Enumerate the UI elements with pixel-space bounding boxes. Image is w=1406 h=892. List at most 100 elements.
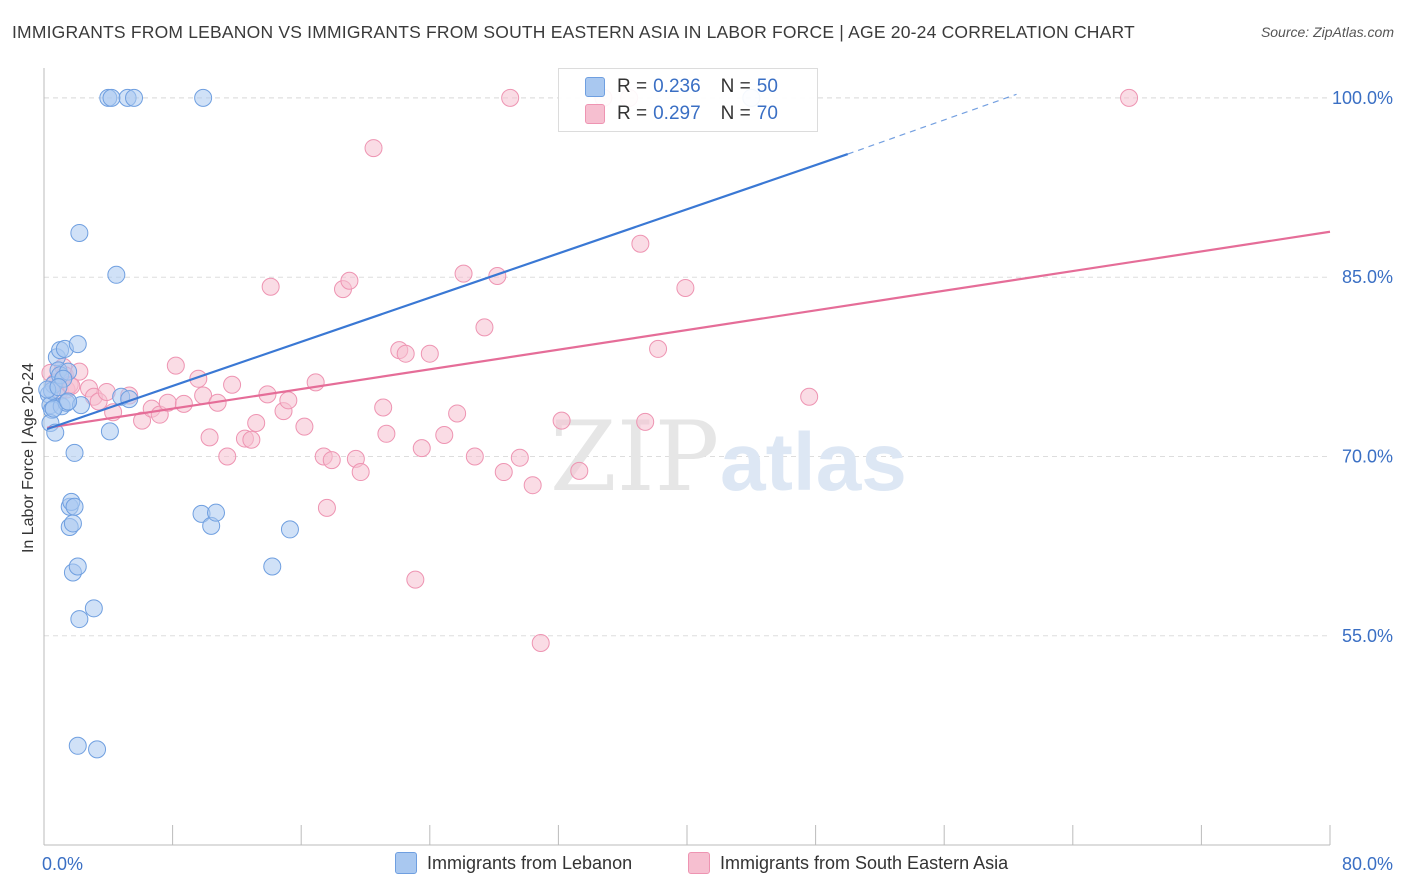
data-point-south-eastern-asia bbox=[396, 344, 415, 363]
data-point-south-eastern-asia bbox=[279, 391, 298, 410]
trend-lines bbox=[46, 93, 1331, 431]
data-point-south-eastern-asia bbox=[247, 414, 266, 433]
data-point-south-eastern-asia bbox=[420, 344, 439, 363]
y-tick-label: 70.0% bbox=[1342, 447, 1393, 467]
data-point-south-eastern-asia bbox=[133, 411, 152, 430]
data-point-south-eastern-asia bbox=[494, 463, 513, 482]
data-point-south-eastern-asia bbox=[1120, 88, 1139, 107]
bottom-legend: Immigrants from Lebanon Immigrants from … bbox=[0, 852, 1406, 878]
data-point-south-eastern-asia bbox=[166, 356, 185, 375]
watermark-zip: ZIP bbox=[550, 401, 719, 513]
data-point-lebanon bbox=[70, 223, 89, 242]
data-point-south-eastern-asia bbox=[531, 633, 550, 652]
chart-title: IMMIGRANTS FROM LEBANON VS IMMIGRANTS FR… bbox=[12, 22, 1135, 42]
data-point-south-eastern-asia bbox=[465, 447, 484, 466]
data-point-lebanon bbox=[63, 514, 82, 533]
data-point-south-eastern-asia bbox=[295, 417, 314, 436]
data-point-south-eastern-asia bbox=[631, 234, 650, 253]
x-tick-label-min: 0.0% bbox=[42, 854, 83, 874]
x-tick-label-max: 80.0% bbox=[1342, 854, 1393, 874]
data-point-south-eastern-asia bbox=[570, 461, 589, 480]
data-point-lebanon bbox=[88, 740, 107, 759]
bottom-legend-label-south-eastern-asia: Immigrants from South Eastern Asia bbox=[720, 852, 1009, 873]
source-label: Source: ZipAtlas.com bbox=[1260, 24, 1394, 40]
data-point-lebanon bbox=[68, 736, 87, 755]
data-point-south-eastern-asia bbox=[351, 463, 370, 482]
data-point-south-eastern-asia bbox=[649, 339, 668, 358]
trend-line-lebanon bbox=[46, 153, 849, 431]
data-point-lebanon bbox=[49, 378, 68, 397]
data-point-lebanon bbox=[84, 599, 103, 618]
legend: R = 0.236 N = 50 R = 0.297 N = 70 bbox=[558, 68, 818, 132]
bottom-legend-lebanon: Immigrants from Lebanon bbox=[395, 852, 632, 874]
data-point-south-eastern-asia bbox=[448, 404, 467, 423]
data-point-south-eastern-asia bbox=[454, 264, 473, 283]
data-point-lebanon bbox=[194, 88, 213, 107]
legend-n-label: N = bbox=[720, 76, 751, 97]
data-point-lebanon bbox=[263, 557, 282, 576]
legend-swatch-lebanon bbox=[585, 77, 605, 97]
bottom-legend-south-eastern-asia: Immigrants from South Eastern Asia bbox=[688, 852, 1008, 874]
data-point-south-eastern-asia bbox=[223, 375, 242, 394]
data-point-south-eastern-asia bbox=[488, 266, 507, 285]
trend-line-lebanon-extension bbox=[847, 93, 1017, 155]
data-point-south-eastern-asia bbox=[200, 428, 219, 447]
series-lebanon-points bbox=[38, 88, 761, 759]
legend-row-lebanon: R = 0.236 N = 50 bbox=[585, 74, 778, 100]
data-point-lebanon bbox=[107, 265, 126, 284]
data-point-south-eastern-asia bbox=[317, 498, 336, 517]
legend-n-value-lebanon: 50 bbox=[756, 76, 778, 97]
data-point-south-eastern-asia bbox=[800, 387, 819, 406]
data-point-south-eastern-asia bbox=[475, 318, 494, 337]
data-point-lebanon bbox=[59, 392, 78, 411]
legend-r-value-south-eastern-asia: 0.297 bbox=[653, 103, 701, 124]
legend-swatch-south-eastern-asia bbox=[585, 104, 605, 124]
data-point-south-eastern-asia bbox=[406, 570, 425, 589]
data-point-lebanon bbox=[70, 610, 89, 629]
data-point-south-eastern-asia bbox=[510, 448, 529, 467]
data-point-south-eastern-asia bbox=[501, 88, 520, 107]
data-point-south-eastern-asia bbox=[322, 451, 341, 470]
data-point-south-eastern-asia bbox=[523, 476, 542, 495]
bottom-legend-swatch-lebanon bbox=[395, 852, 417, 874]
watermark-atlas: atlas bbox=[720, 417, 907, 508]
data-point-south-eastern-asia bbox=[374, 398, 393, 417]
tick-labels: 55.0% 70.0% 85.0% 100.0% 0.0% 80.0% bbox=[42, 88, 1393, 874]
data-point-lebanon bbox=[65, 443, 84, 462]
y-tick-label: 85.0% bbox=[1342, 267, 1393, 287]
trend-line-south-eastern-asia bbox=[47, 230, 1331, 429]
data-point-lebanon bbox=[280, 520, 299, 539]
data-point-south-eastern-asia bbox=[261, 277, 280, 296]
data-point-lebanon bbox=[207, 503, 226, 522]
legend-r-label: R = bbox=[617, 76, 648, 97]
y-axis-label: In Labor Force | Age 20-24 bbox=[20, 363, 37, 553]
data-point-lebanon bbox=[44, 399, 63, 418]
y-tick-label: 100.0% bbox=[1332, 88, 1393, 108]
data-point-lebanon bbox=[102, 88, 121, 107]
bottom-legend-swatch-south-eastern-asia bbox=[688, 852, 710, 874]
legend-n-label: N = bbox=[720, 103, 751, 124]
legend-r-label: R = bbox=[617, 103, 648, 124]
data-point-south-eastern-asia bbox=[364, 139, 383, 158]
data-point-lebanon bbox=[100, 422, 119, 441]
data-point-south-eastern-asia bbox=[218, 447, 237, 466]
grid bbox=[44, 97, 1330, 637]
watermark: ZIP atlas bbox=[550, 401, 907, 513]
data-point-south-eastern-asia bbox=[435, 425, 454, 444]
axes bbox=[43, 68, 1331, 846]
data-point-lebanon bbox=[68, 335, 87, 354]
legend-n-value-south-eastern-asia: 70 bbox=[756, 103, 778, 124]
data-point-south-eastern-asia bbox=[676, 278, 695, 297]
data-point-south-eastern-asia bbox=[636, 412, 655, 431]
y-tick-label: 55.0% bbox=[1342, 626, 1393, 646]
data-point-lebanon bbox=[125, 88, 144, 107]
series-south-eastern-asia-points bbox=[41, 88, 1139, 652]
data-point-lebanon bbox=[68, 557, 87, 576]
data-point-south-eastern-asia bbox=[552, 411, 571, 430]
data-point-south-eastern-asia bbox=[377, 424, 396, 443]
data-point-south-eastern-asia bbox=[340, 271, 359, 290]
data-point-lebanon bbox=[65, 497, 84, 516]
data-point-south-eastern-asia bbox=[412, 439, 431, 458]
legend-r-value-lebanon: 0.236 bbox=[653, 76, 701, 97]
